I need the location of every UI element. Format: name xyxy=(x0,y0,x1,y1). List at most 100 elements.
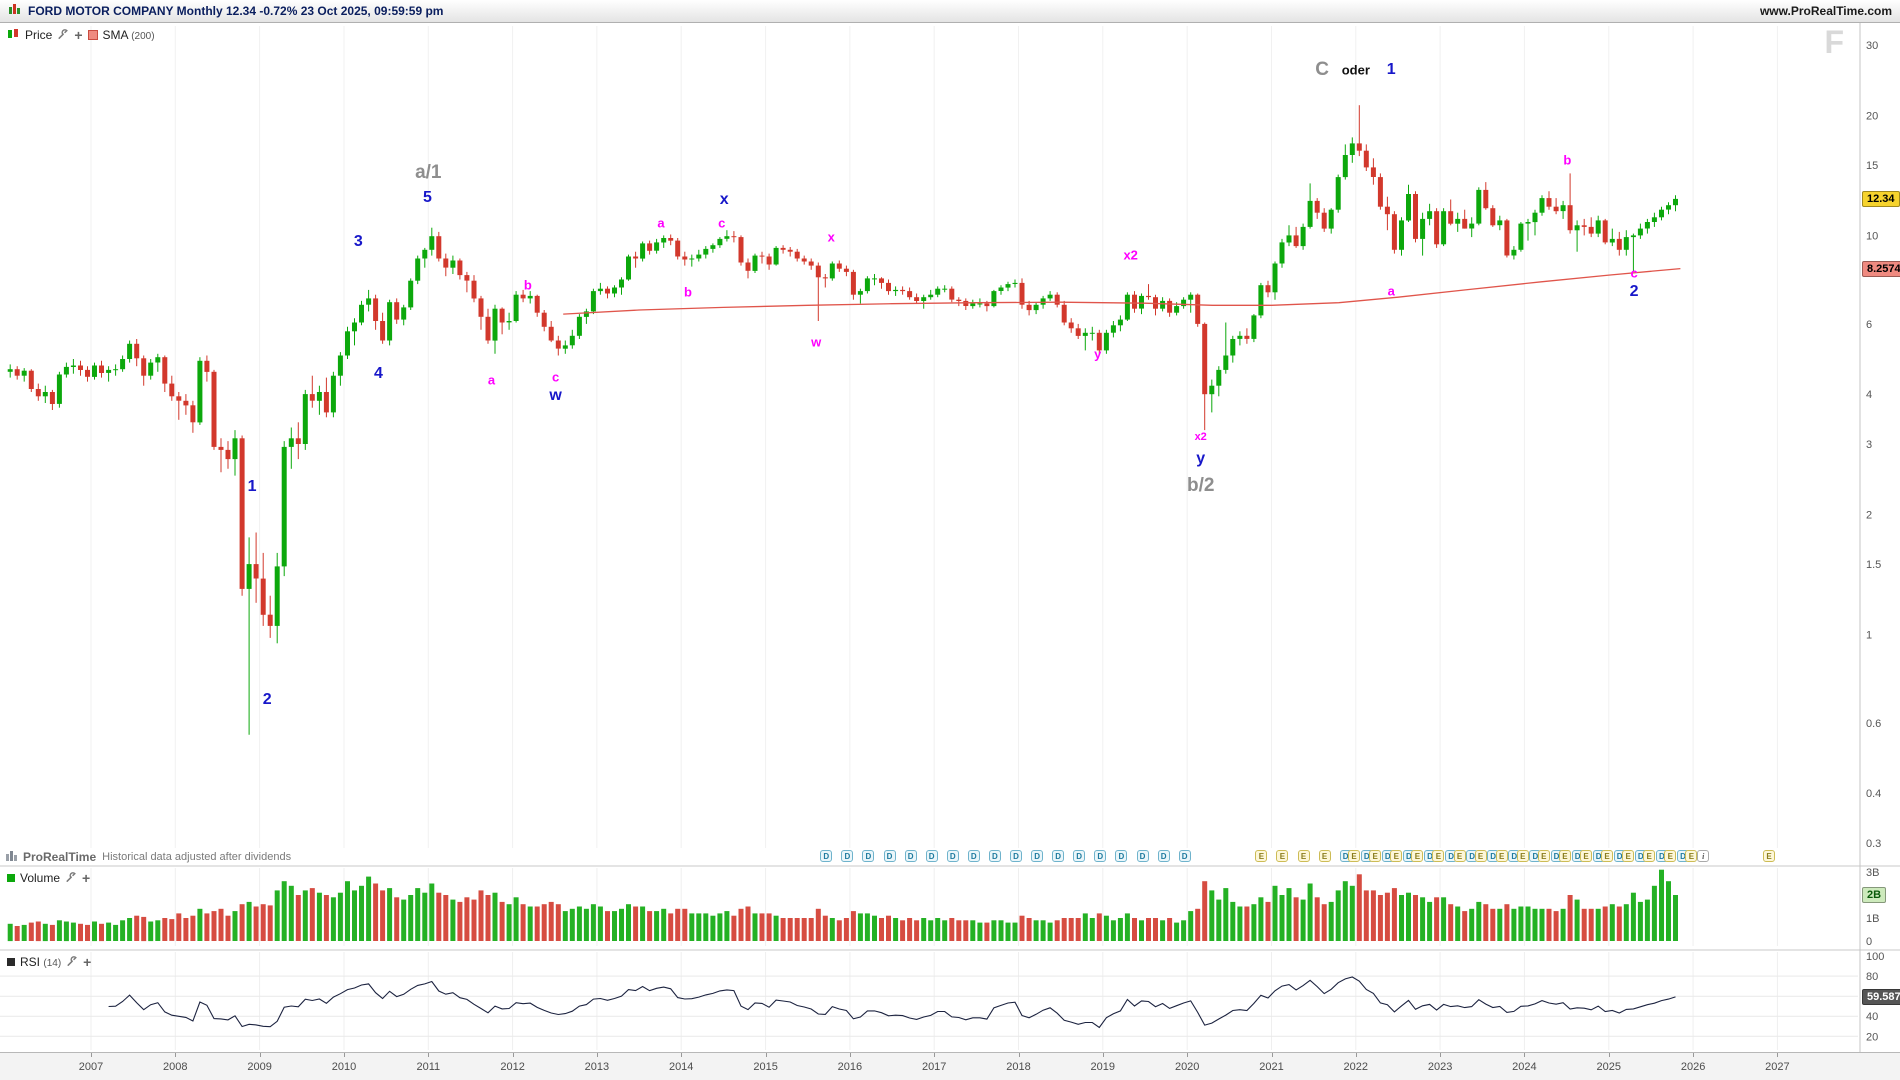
year-tick xyxy=(1018,1053,1020,1057)
rsi-legend-label[interactable]: RSI (14) xyxy=(20,955,62,969)
wave-label-oder[interactable]: oder xyxy=(1341,62,1370,78)
dividend-marker[interactable]: D xyxy=(1094,850,1107,862)
wave-label-c[interactable]: c xyxy=(718,215,726,231)
svg-text:2: 2 xyxy=(1866,509,1872,521)
earnings-marker[interactable]: E xyxy=(1763,850,1775,862)
volume-legend-label[interactable]: Volume xyxy=(20,871,61,885)
rsi-legend-icon xyxy=(7,958,15,966)
prorealtime-url[interactable]: www.ProRealTime.com xyxy=(1759,4,1892,18)
year-tick xyxy=(344,1053,345,1057)
earnings-marker[interactable]: E xyxy=(1369,850,1382,862)
dividend-marker[interactable]: D xyxy=(1178,850,1191,862)
volume-add-indicator-button[interactable]: + xyxy=(82,870,91,886)
earnings-marker[interactable]: E xyxy=(1664,850,1677,862)
wave-label-a[interactable]: a xyxy=(657,215,665,231)
svg-text:30: 30 xyxy=(1866,40,1878,52)
earnings-marker[interactable]: E xyxy=(1516,850,1529,862)
price-legend-label[interactable]: Price xyxy=(25,28,53,42)
year-label: 2025 xyxy=(1596,1061,1622,1073)
wave-label-w[interactable]: w xyxy=(549,387,562,405)
earnings-marker[interactable]: E xyxy=(1390,850,1403,862)
data-attribution: ProRealTime Historical data adjusted aft… xyxy=(6,848,291,866)
earnings-marker[interactable]: E xyxy=(1537,850,1550,862)
year-label: 2018 xyxy=(1006,1061,1031,1073)
wave-label-x2[interactable]: x2 xyxy=(1194,430,1207,443)
volume-settings-wrench-icon[interactable] xyxy=(65,871,77,886)
dividend-marker[interactable]: D xyxy=(904,850,917,862)
earnings-marker[interactable]: E xyxy=(1318,850,1331,862)
wave-label-2[interactable]: 2 xyxy=(1629,282,1639,300)
earnings-marker[interactable]: E xyxy=(1348,850,1361,862)
year-tick xyxy=(1102,1053,1104,1057)
price-settings-wrench-icon[interactable] xyxy=(57,28,69,43)
dividend-marker[interactable]: D xyxy=(862,850,875,862)
volume-value-badge: 2B xyxy=(1862,887,1887,903)
wave-label-b/2[interactable]: b/2 xyxy=(1186,475,1215,497)
info-marker-icon[interactable]: i xyxy=(1697,850,1710,862)
wave-label-3[interactable]: 3 xyxy=(353,232,363,250)
earnings-marker[interactable]: E xyxy=(1558,850,1571,862)
dividend-marker[interactable]: D xyxy=(1052,850,1065,862)
earnings-marker[interactable]: E xyxy=(1411,850,1424,862)
svg-text:15: 15 xyxy=(1866,160,1878,172)
dividend-marker[interactable]: D xyxy=(988,850,1001,862)
dividend-marker[interactable]: D xyxy=(1136,850,1149,862)
earnings-marker[interactable]: E xyxy=(1297,850,1310,862)
wave-label-x[interactable]: x xyxy=(827,229,835,245)
wave-label-5[interactable]: 5 xyxy=(422,189,432,207)
wave-label-c[interactable]: c xyxy=(1630,265,1638,281)
wave-label-y[interactable]: y xyxy=(1196,450,1206,468)
earnings-marker[interactable]: E xyxy=(1276,850,1289,862)
dividend-marker[interactable]: D xyxy=(946,850,959,862)
time-axis[interactable]: 2007 2008 2009 2010 2011 2012 2013 2014 2015 2016… xyxy=(0,1052,1900,1080)
wave-label-y[interactable]: y xyxy=(1094,346,1102,362)
wave-label-a/1[interactable]: a/1 xyxy=(415,162,442,184)
price-legend: Price + SMA (200) xyxy=(7,27,155,43)
earnings-marker[interactable]: E xyxy=(1643,850,1656,862)
earnings-marker[interactable]: E xyxy=(1622,850,1635,862)
wave-label-x[interactable]: x xyxy=(719,190,729,208)
wave-label-b[interactable]: b xyxy=(684,284,692,300)
dividend-marker[interactable]: D xyxy=(1031,850,1044,862)
dividend-marker[interactable]: D xyxy=(820,850,833,862)
dividend-marker[interactable]: D xyxy=(1157,850,1170,862)
wave-label-w[interactable]: w xyxy=(811,334,822,349)
dividend-marker[interactable]: D xyxy=(883,850,896,862)
rsi-add-indicator-button[interactable]: + xyxy=(83,954,92,970)
earnings-marker[interactable]: E xyxy=(1495,850,1508,862)
dividend-marker[interactable]: D xyxy=(1010,850,1022,862)
wave-label-a[interactable]: a xyxy=(487,372,496,388)
year-label: 2007 xyxy=(78,1061,104,1073)
earnings-marker[interactable]: E xyxy=(1580,850,1592,862)
wave-label-c[interactable]: c xyxy=(551,369,560,384)
earnings-marker[interactable]: E xyxy=(1255,850,1268,862)
dividend-marker[interactable]: D xyxy=(1073,850,1086,862)
svg-text:1.5: 1.5 xyxy=(1866,559,1881,571)
dividend-marker[interactable]: D xyxy=(841,850,854,862)
rsi-settings-wrench-icon[interactable] xyxy=(66,955,78,970)
earnings-marker[interactable]: E xyxy=(1432,850,1445,862)
earnings-marker[interactable]: E xyxy=(1601,850,1614,862)
wave-label-a[interactable]: a xyxy=(1387,283,1395,299)
year-tick xyxy=(681,1053,683,1057)
earnings-marker[interactable]: E xyxy=(1453,850,1466,862)
wave-label-b[interactable]: b xyxy=(523,277,532,292)
year-tick xyxy=(765,1053,767,1057)
wave-label-b[interactable]: b xyxy=(1563,152,1572,168)
wave-label-C[interactable]: C xyxy=(1315,58,1329,80)
dividend-marker[interactable]: D xyxy=(1115,850,1128,862)
wave-label-x2[interactable]: x2 xyxy=(1123,247,1138,263)
earnings-marker[interactable]: E xyxy=(1474,850,1487,862)
dividend-marker[interactable]: D xyxy=(925,850,938,862)
wave-label-1[interactable]: 1 xyxy=(247,478,257,496)
prorealtime-watermark: F xyxy=(1824,24,1844,60)
wave-label-4[interactable]: 4 xyxy=(374,364,383,382)
price-add-indicator-button[interactable]: + xyxy=(74,27,83,43)
sma-legend-label[interactable]: SMA (200) xyxy=(102,28,155,42)
dividend-marker[interactable]: D xyxy=(967,850,980,862)
earnings-marker[interactable]: E xyxy=(1685,850,1698,862)
wave-label-2[interactable]: 2 xyxy=(262,690,272,708)
wave-label-1[interactable]: 1 xyxy=(1386,60,1396,78)
